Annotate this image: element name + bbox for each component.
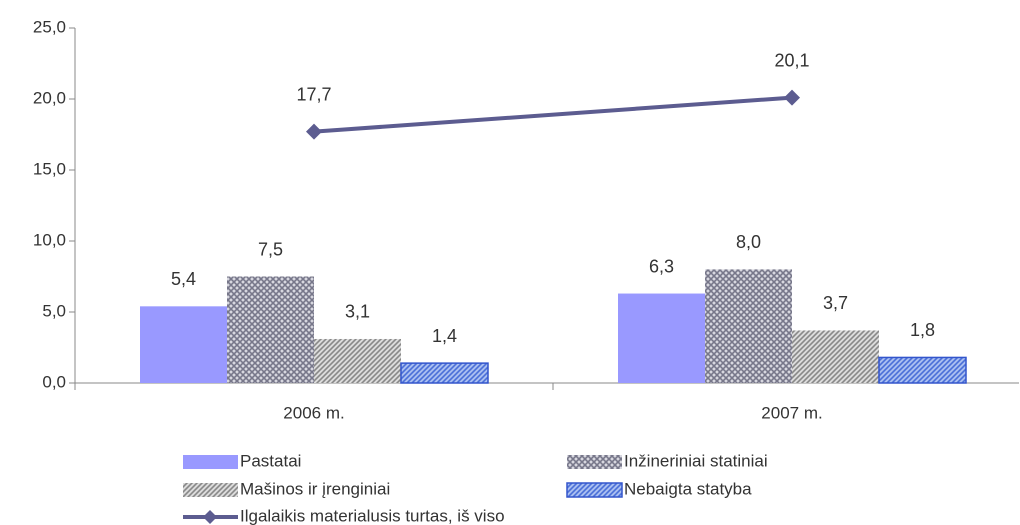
x-tick-label: 2007 m.	[761, 403, 822, 422]
data-label: 5,4	[171, 269, 196, 289]
bar	[314, 338, 401, 383]
data-label: 20,1	[774, 50, 809, 70]
data-label: 6,3	[649, 256, 674, 276]
line	[313, 95, 793, 134]
legend-label: Pastatai	[240, 451, 301, 470]
data-label: 8,0	[736, 232, 761, 252]
legend-label: Inžineriniai statiniai	[624, 451, 768, 470]
data-label: 1,4	[432, 326, 457, 346]
y-tick-label: 5,0	[42, 301, 66, 320]
legend-label: Ilgalaikis materialusis turtas, iš viso	[240, 506, 505, 525]
x-tick-label: 2006 m.	[283, 403, 344, 422]
legend-swatch	[183, 483, 238, 497]
bar	[792, 330, 879, 383]
y-tick-label: 25,0	[33, 17, 66, 36]
y-tick-label: 0,0	[42, 372, 66, 391]
y-tick-label: 15,0	[33, 159, 66, 178]
data-label: 7,5	[258, 239, 283, 259]
y-tick-label: 20,0	[33, 88, 66, 107]
legend-label: Nebaigta statyba	[624, 479, 752, 498]
data-label: 3,1	[345, 302, 370, 322]
bar	[618, 293, 705, 383]
line-marker	[306, 123, 322, 140]
legend-swatch	[567, 455, 622, 469]
bar	[227, 276, 314, 383]
line-marker	[784, 89, 800, 106]
bar	[705, 269, 792, 383]
data-label: 3,7	[823, 293, 848, 313]
legend-swatch	[566, 482, 623, 498]
y-tick-label: 10,0	[33, 230, 66, 249]
legend-label: Mašinos ir įrenginiai	[240, 479, 390, 498]
legend-marker	[203, 510, 217, 524]
bar	[140, 306, 227, 383]
bar	[878, 356, 967, 384]
legend-swatch	[183, 455, 238, 469]
data-label: 17,7	[296, 84, 331, 104]
data-label: 1,8	[910, 320, 935, 340]
bar	[400, 362, 489, 384]
